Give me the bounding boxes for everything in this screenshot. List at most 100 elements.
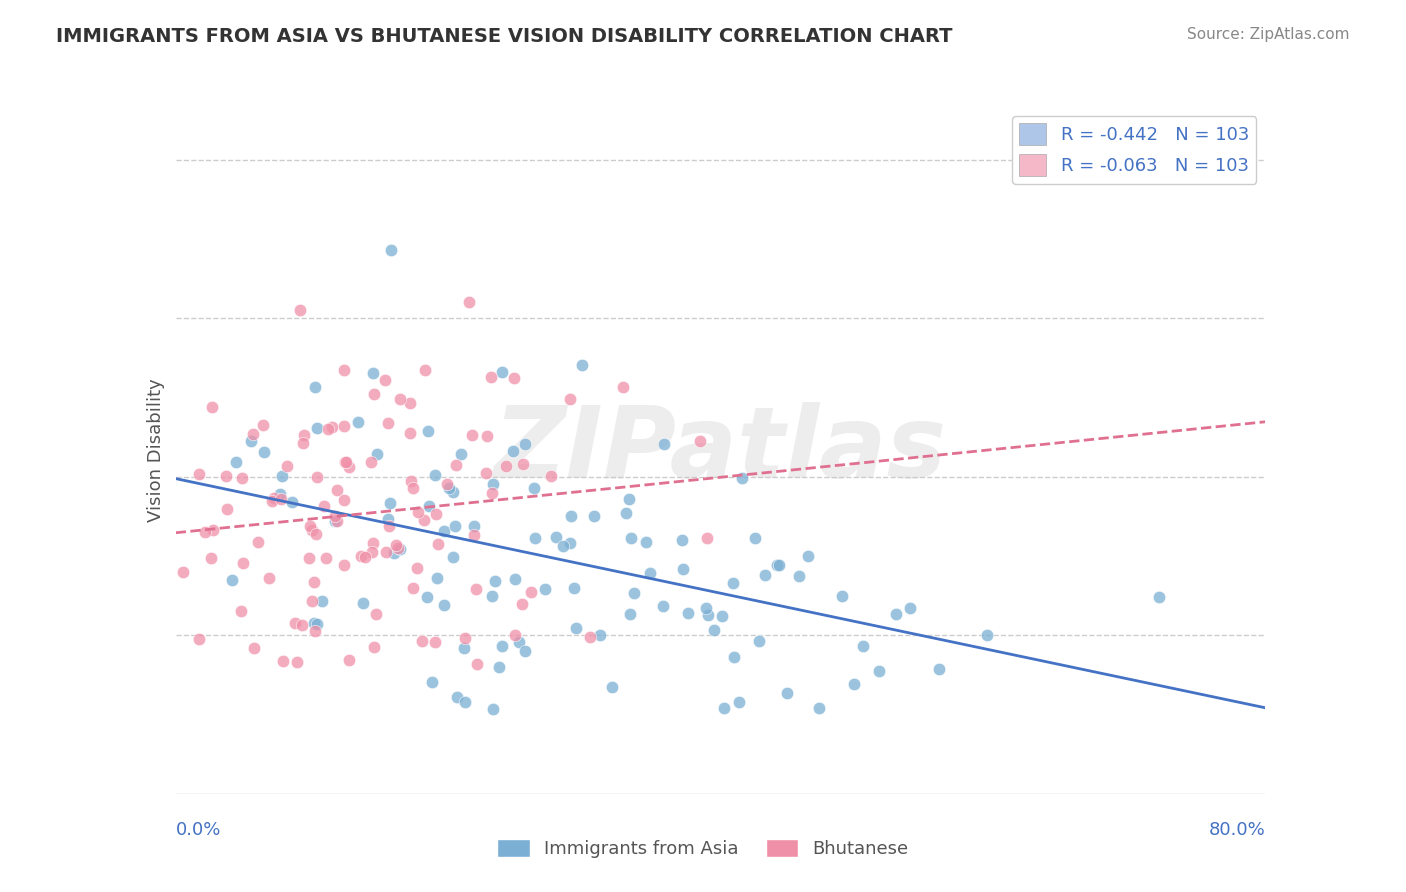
- Point: [560, 508, 582, 523]
- Point: [614, 506, 637, 520]
- Point: [217, 501, 239, 516]
- Point: [463, 528, 485, 542]
- Point: [437, 481, 460, 495]
- Point: [620, 531, 643, 545]
- Point: [332, 558, 354, 573]
- Point: [291, 618, 314, 632]
- Point: [326, 514, 349, 528]
- Point: [457, 295, 479, 310]
- Point: [420, 675, 443, 690]
- Point: [502, 371, 524, 385]
- Point: [638, 566, 661, 581]
- Point: [463, 518, 485, 533]
- Point: [461, 428, 484, 442]
- Point: [292, 428, 315, 442]
- Point: [868, 665, 890, 679]
- Point: [225, 455, 247, 469]
- Point: [619, 607, 641, 621]
- Point: [731, 471, 754, 485]
- Legend: Immigrants from Asia, Bhutanese: Immigrants from Asia, Bhutanese: [489, 831, 917, 865]
- Point: [453, 640, 475, 655]
- Point: [363, 640, 385, 655]
- Point: [288, 303, 311, 318]
- Point: [433, 598, 456, 612]
- Point: [291, 435, 314, 450]
- Point: [378, 496, 401, 510]
- Point: [389, 542, 412, 557]
- Point: [325, 509, 347, 524]
- Point: [271, 469, 294, 483]
- Point: [269, 487, 291, 501]
- Point: [361, 545, 384, 559]
- Point: [671, 533, 693, 548]
- Point: [311, 593, 333, 607]
- Point: [515, 437, 537, 451]
- Point: [202, 523, 225, 537]
- Point: [337, 653, 360, 667]
- Point: [562, 581, 585, 595]
- Point: [488, 660, 510, 674]
- Point: [481, 486, 503, 500]
- Point: [194, 524, 217, 539]
- Point: [377, 512, 399, 526]
- Point: [697, 608, 720, 623]
- Point: [544, 530, 567, 544]
- Point: [333, 363, 356, 377]
- Point: [352, 596, 374, 610]
- Y-axis label: Vision Disability: Vision Disability: [146, 378, 165, 523]
- Point: [416, 425, 439, 439]
- Point: [187, 632, 209, 646]
- Point: [465, 657, 488, 672]
- Point: [201, 400, 224, 414]
- Point: [652, 599, 675, 613]
- Point: [900, 600, 922, 615]
- Point: [482, 701, 505, 715]
- Point: [475, 466, 498, 480]
- Point: [484, 574, 506, 588]
- Point: [366, 447, 388, 461]
- Point: [247, 535, 270, 549]
- Point: [305, 617, 328, 632]
- Point: [533, 582, 555, 596]
- Point: [374, 545, 396, 559]
- Point: [600, 680, 623, 694]
- Point: [523, 481, 546, 495]
- Point: [441, 485, 464, 500]
- Point: [491, 639, 513, 653]
- Point: [423, 634, 446, 648]
- Point: [273, 654, 295, 668]
- Point: [754, 568, 776, 582]
- Point: [353, 550, 375, 565]
- Point: [188, 467, 211, 481]
- Point: [579, 630, 602, 644]
- Point: [508, 635, 530, 649]
- Point: [695, 601, 717, 615]
- Point: [787, 569, 810, 583]
- Point: [1147, 590, 1170, 604]
- Point: [495, 458, 517, 473]
- Text: ZIPatlas: ZIPatlas: [494, 402, 948, 499]
- Point: [333, 492, 356, 507]
- Point: [619, 491, 641, 506]
- Point: [520, 585, 543, 599]
- Point: [652, 436, 675, 450]
- Point: [263, 491, 285, 505]
- Point: [302, 574, 325, 589]
- Point: [260, 494, 283, 508]
- Point: [321, 419, 343, 434]
- Point: [842, 677, 865, 691]
- Point: [765, 558, 787, 573]
- Point: [325, 483, 347, 497]
- Point: [426, 572, 449, 586]
- Point: [361, 536, 384, 550]
- Point: [558, 392, 581, 407]
- Point: [744, 531, 766, 545]
- Point: [364, 607, 387, 621]
- Point: [464, 582, 486, 597]
- Point: [200, 550, 222, 565]
- Point: [612, 380, 634, 394]
- Point: [363, 386, 385, 401]
- Point: [436, 476, 458, 491]
- Point: [360, 455, 382, 469]
- Point: [703, 623, 725, 637]
